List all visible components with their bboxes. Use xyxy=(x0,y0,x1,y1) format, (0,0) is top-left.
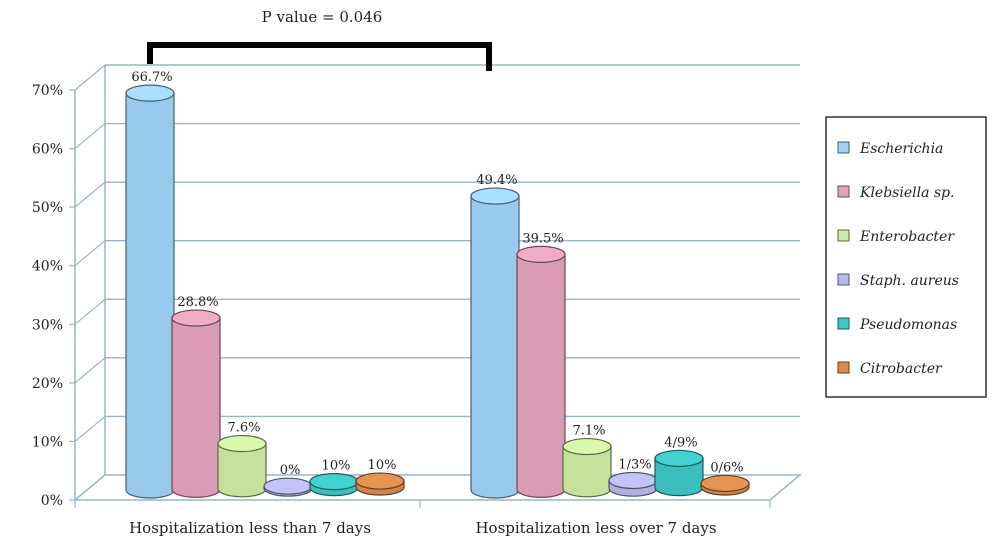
bar xyxy=(470,187,520,499)
bar xyxy=(263,477,313,497)
chart-floor-outline xyxy=(74,65,803,501)
bar xyxy=(654,449,704,497)
data-label: 1/3% xyxy=(618,457,651,472)
bar-top xyxy=(654,449,704,468)
bar xyxy=(217,434,267,498)
legend-entry: Escherichia xyxy=(859,141,943,157)
y-tick-label: 70% xyxy=(32,83,63,99)
bar xyxy=(516,245,566,498)
legend-swatch xyxy=(837,141,850,154)
gridline-diagonal xyxy=(74,298,106,325)
legend-swatch xyxy=(837,317,850,330)
bars xyxy=(125,84,750,499)
bar xyxy=(355,472,405,496)
bar xyxy=(171,309,221,498)
x-axis: Hospitalization less than 7 days Hospital… xyxy=(74,500,771,537)
legend-swatch xyxy=(837,361,850,374)
bar-body xyxy=(171,317,221,498)
bar-top xyxy=(516,245,566,263)
y-tick-label: 30% xyxy=(32,317,63,333)
data-label: 7.6% xyxy=(227,421,260,436)
bar xyxy=(700,474,750,496)
bar xyxy=(608,471,658,497)
legend: Escherichia Klebsiella sp. Enterobacter Sta… xyxy=(825,116,987,398)
bar-top xyxy=(263,477,313,495)
y-tick-label: 20% xyxy=(32,376,63,392)
legend-entry: Staph. aureus xyxy=(860,273,959,289)
gridline-diagonal xyxy=(74,240,106,267)
data-labels: 66.7% 28.8% 7.6% 0% 10% 10% 49.4% 39.5% 7.1% 1/3%… xyxy=(131,70,743,478)
p-value-annotation: P value = 0.046 xyxy=(262,8,383,26)
chart-walls xyxy=(74,65,803,501)
bar-top xyxy=(309,473,359,491)
legend-entry: Pseudomonas xyxy=(859,317,957,333)
y-tick-label: 50% xyxy=(32,200,63,216)
bar-top xyxy=(217,434,267,453)
x-category-label: Hospitalization less over 7 days xyxy=(475,519,716,537)
bar-top xyxy=(125,84,175,102)
data-label: 10% xyxy=(322,459,351,474)
bar-top xyxy=(171,309,221,327)
bar-body xyxy=(470,195,520,499)
gridline-diagonal xyxy=(74,357,106,384)
gridline-diagonal xyxy=(74,181,106,208)
bar-top xyxy=(700,474,750,493)
data-label: 10% xyxy=(368,458,397,473)
bar-top xyxy=(470,187,520,205)
y-tick-label: 10% xyxy=(32,434,63,450)
data-label: 66.7% xyxy=(131,70,172,85)
bar xyxy=(309,473,359,497)
bar-top xyxy=(608,471,658,490)
y-tick-label: 40% xyxy=(32,259,63,275)
legend-swatch xyxy=(837,273,850,286)
bar-top xyxy=(355,472,405,490)
legend-entry: Citrobacter xyxy=(860,361,943,377)
data-label: 49.4% xyxy=(476,173,517,188)
y-tick-label: 0% xyxy=(41,493,63,509)
bar xyxy=(562,437,612,498)
significance-bracket: P value = 0.046 xyxy=(147,8,492,71)
legend-entry: Klebsiella sp. xyxy=(859,185,954,201)
gridlines xyxy=(74,64,800,442)
gridline-diagonal xyxy=(74,415,106,442)
y-axis: 0% 10% 20% 30% 40% 50% 60% 70% xyxy=(32,83,75,509)
x-category-label: Hospitalization less than 7 days xyxy=(129,519,371,537)
data-label: 4/9% xyxy=(664,435,697,450)
bar xyxy=(125,84,175,499)
legend-swatch xyxy=(837,185,850,198)
gridline-diagonal xyxy=(74,64,106,91)
gridline-diagonal xyxy=(74,123,106,150)
bar-body xyxy=(125,92,175,499)
bar-body xyxy=(516,253,566,498)
bar-top xyxy=(562,437,612,456)
data-label: 0% xyxy=(280,463,301,478)
y-tick-label: 60% xyxy=(32,142,63,158)
data-label: 0/6% xyxy=(710,460,743,475)
legend-swatch xyxy=(837,229,850,242)
legend-entry: Enterobacter xyxy=(859,229,955,245)
data-label: 28.8% xyxy=(177,295,218,310)
data-label: 39.5% xyxy=(522,231,563,246)
data-label: 7.1% xyxy=(572,424,605,439)
bracket-line xyxy=(147,42,492,71)
legend-box xyxy=(825,116,987,398)
